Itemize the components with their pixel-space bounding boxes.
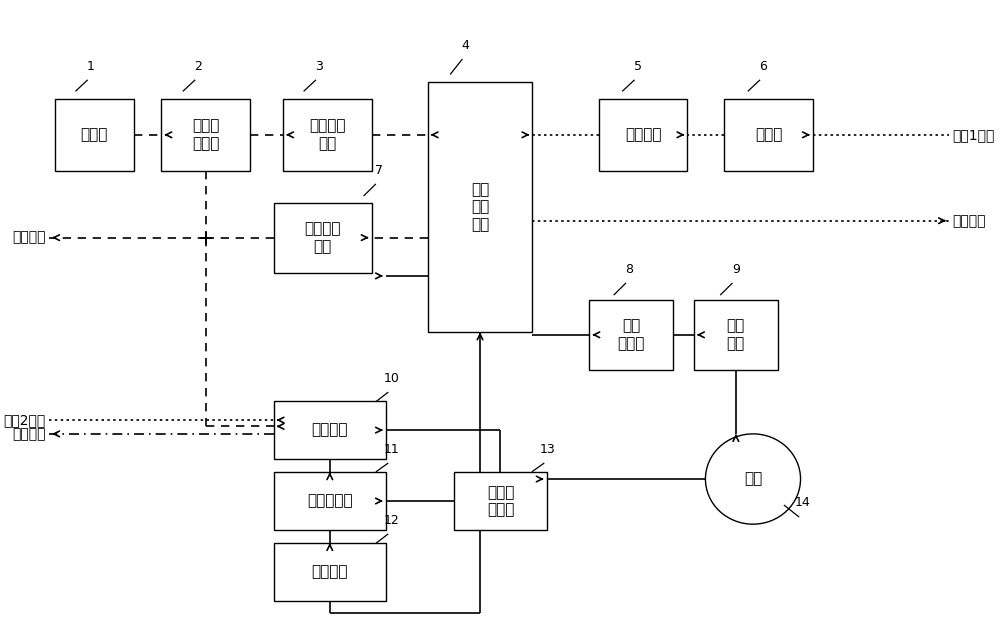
Text: 14: 14 <box>795 496 810 509</box>
Text: 9: 9 <box>732 263 740 276</box>
Text: 空气出口: 空气出口 <box>953 214 986 228</box>
FancyBboxPatch shape <box>454 472 547 530</box>
Text: 加热装置: 加热装置 <box>312 423 348 438</box>
Text: 储氢瓶: 储氢瓶 <box>81 127 108 142</box>
Text: 7: 7 <box>375 164 383 177</box>
Text: 空压机: 空压机 <box>755 127 782 142</box>
FancyBboxPatch shape <box>161 99 250 171</box>
Ellipse shape <box>705 434 801 524</box>
Text: 膨胀
水箱: 膨胀 水箱 <box>727 319 745 351</box>
Text: 空气1入口: 空气1入口 <box>953 128 995 142</box>
Text: 13: 13 <box>540 443 555 456</box>
FancyBboxPatch shape <box>274 543 386 601</box>
Text: 燃料
电池
电堆: 燃料 电池 电堆 <box>471 182 489 232</box>
Text: 水泵: 水泵 <box>744 472 762 487</box>
Text: 氢气尾排: 氢气尾排 <box>12 231 45 245</box>
Text: 冷却液
控制阀: 冷却液 控制阀 <box>487 485 514 517</box>
Text: 8: 8 <box>625 263 633 276</box>
FancyBboxPatch shape <box>55 99 134 171</box>
Text: 4: 4 <box>462 39 470 52</box>
Text: 氢气出口
管阀: 氢气出口 管阀 <box>304 221 341 254</box>
FancyBboxPatch shape <box>428 82 532 332</box>
Text: 1: 1 <box>87 60 95 73</box>
Text: 冷启动
电磁阀: 冷启动 电磁阀 <box>192 119 219 151</box>
FancyBboxPatch shape <box>274 203 372 273</box>
Text: 5: 5 <box>634 60 642 73</box>
FancyBboxPatch shape <box>589 300 673 370</box>
FancyBboxPatch shape <box>599 99 687 171</box>
Text: 11: 11 <box>384 443 399 456</box>
Text: 氢气入口
管阀: 氢气入口 管阀 <box>309 119 346 151</box>
FancyBboxPatch shape <box>694 300 778 370</box>
Text: 3: 3 <box>315 60 323 73</box>
Text: 温度
传感器: 温度 传感器 <box>618 319 645 351</box>
FancyBboxPatch shape <box>283 99 372 171</box>
Text: 空气2入口: 空气2入口 <box>3 413 45 427</box>
Text: 10: 10 <box>384 372 400 385</box>
FancyBboxPatch shape <box>724 99 813 171</box>
Text: 2: 2 <box>195 60 202 73</box>
Text: 12: 12 <box>384 514 399 527</box>
Text: 散热器总成: 散热器总成 <box>307 493 353 508</box>
Text: 6: 6 <box>760 60 767 73</box>
Text: 去离子器: 去离子器 <box>312 564 348 579</box>
FancyBboxPatch shape <box>274 472 386 530</box>
Text: 空气管阀: 空气管阀 <box>625 127 661 142</box>
Text: 反应产物: 反应产物 <box>12 427 45 441</box>
FancyBboxPatch shape <box>274 401 386 459</box>
